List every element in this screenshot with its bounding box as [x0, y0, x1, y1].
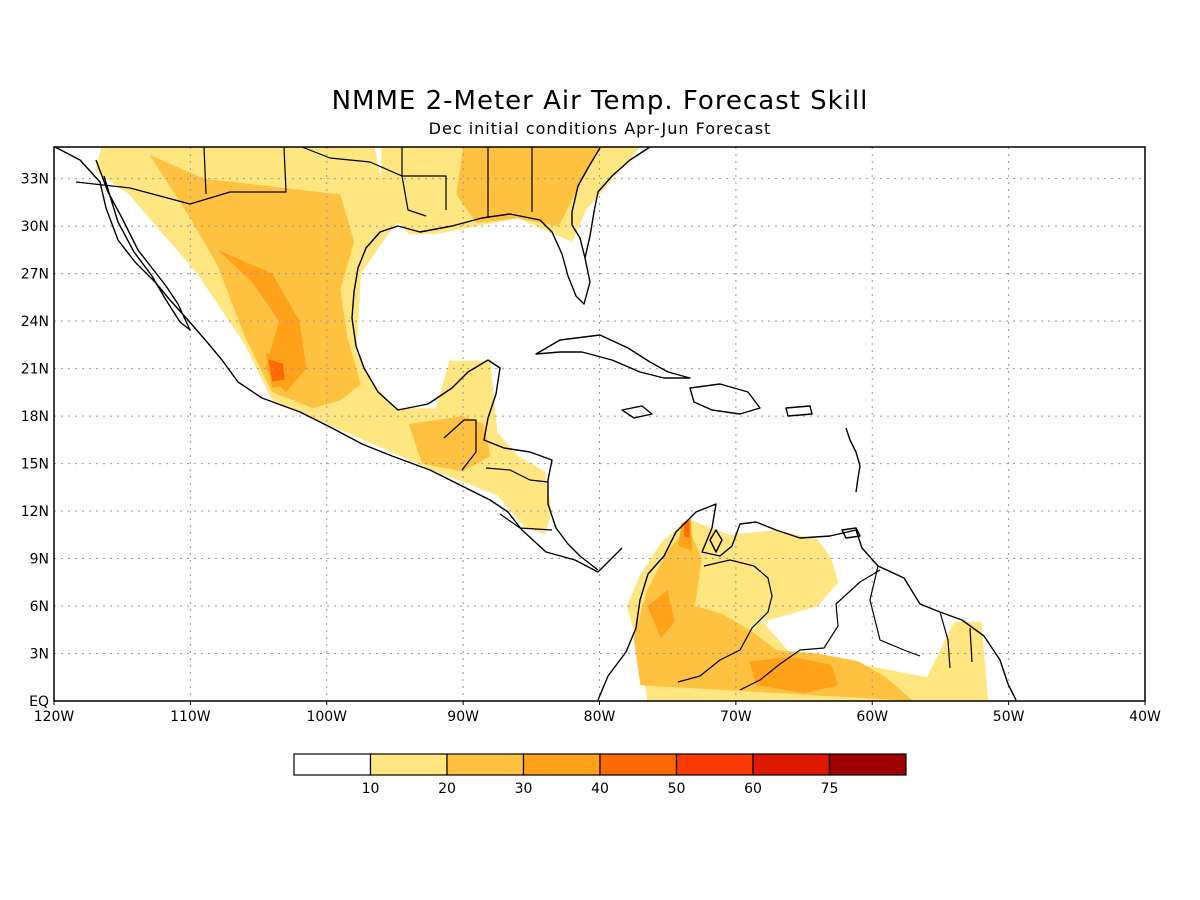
jamaica-coastline	[621, 405, 653, 419]
colorbar-swatch	[675, 753, 754, 776]
skill-region-11	[749, 656, 839, 694]
skill-region-6	[408, 416, 491, 472]
skill-region-14	[684, 520, 690, 538]
colorbar-swatch	[522, 753, 601, 776]
hispaniola-coastline	[689, 383, 761, 415]
longitude-tick-label: 90W	[447, 709, 479, 725]
latitude-tick-label: 3N	[30, 647, 49, 663]
longitude-tick-label: 100W	[306, 709, 347, 725]
colorbar-label: 60	[744, 781, 762, 797]
latitude-tick-label: 21N	[21, 362, 49, 378]
skill-region-7	[633, 526, 914, 701]
skill-contour-fills	[94, 147, 989, 701]
latitude-tick-label: 9N	[30, 552, 49, 568]
skill-region-10	[647, 590, 675, 638]
political-borders	[75, 146, 973, 691]
colorbar-label: 75	[821, 781, 839, 797]
latitude-tick-labels: EQ 3N 6N 9N 12N 15N 18N 21N 24N 27N 30N 33N	[21, 172, 49, 710]
longitude-tick-labels: 120W 110W 100W 90W 80W 70W 60W 50W 40W	[34, 701, 1161, 725]
south-america-coastline	[597, 503, 1017, 701]
skill-region-5	[456, 147, 600, 227]
cuba-coastline	[535, 334, 691, 379]
colorbar-swatch	[293, 753, 372, 776]
longitude-tick-label: 110W	[170, 709, 211, 725]
longitude-tick-label: 80W	[584, 709, 616, 725]
lake-maracaibo-shore	[709, 529, 723, 553]
map-gridlines	[54, 147, 1145, 701]
lesser-antilles-islands	[845, 427, 861, 493]
latitude-tick-label: 30N	[21, 219, 49, 235]
colorbar-label: 30	[515, 781, 533, 797]
latitude-tick-label: 15N	[21, 457, 49, 473]
latitude-tick-label: 27N	[21, 267, 49, 283]
latitude-tick-label: 24N	[21, 314, 49, 330]
longitude-tick-label: 40W	[1129, 709, 1161, 725]
puerto-rico-coastline	[785, 405, 813, 417]
us-atlantic-coastline	[584, 146, 651, 259]
colorbar-swatch	[752, 753, 831, 776]
map-subtitle: Dec initial conditions Apr-Jun Forecast	[428, 119, 772, 138]
colorbar-label: 20	[438, 781, 456, 797]
coastlines-and-borders	[54, 146, 1017, 701]
colorbar-legend: 10 20 30 40 50 60 75	[293, 753, 907, 797]
skill-region-8	[217, 249, 307, 393]
latitude-tick-label: 12N	[21, 504, 49, 520]
longitude-tick-label: 70W	[720, 709, 752, 725]
colorbar-label: 10	[362, 781, 380, 797]
colorbar-swatch	[828, 753, 907, 776]
latitude-tick-label: 33N	[21, 172, 49, 188]
mexico-pacific-coastline	[54, 146, 623, 573]
longitude-tick-label: 120W	[34, 709, 75, 725]
longitude-tick-label: 50W	[993, 709, 1025, 725]
colorbar-swatch	[446, 753, 525, 776]
latitude-tick-label: 6N	[30, 599, 49, 615]
gulf-of-mexico-coastline	[351, 147, 601, 571]
baja-california-coastline	[95, 159, 191, 331]
colorbar-swatch	[599, 753, 678, 776]
latitude-tick-label: 18N	[21, 409, 49, 425]
trinidad-coastline	[841, 527, 861, 539]
colorbar-swatch	[369, 753, 448, 776]
colorbar-label: 50	[668, 781, 686, 797]
skill-region-13	[268, 359, 285, 382]
latitude-tick-label: EQ	[29, 694, 49, 710]
map-title: NMME 2-Meter Air Temp. Forecast Skill	[331, 86, 869, 116]
longitude-tick-label: 60W	[856, 709, 888, 725]
colorbar-label: 40	[591, 781, 609, 797]
